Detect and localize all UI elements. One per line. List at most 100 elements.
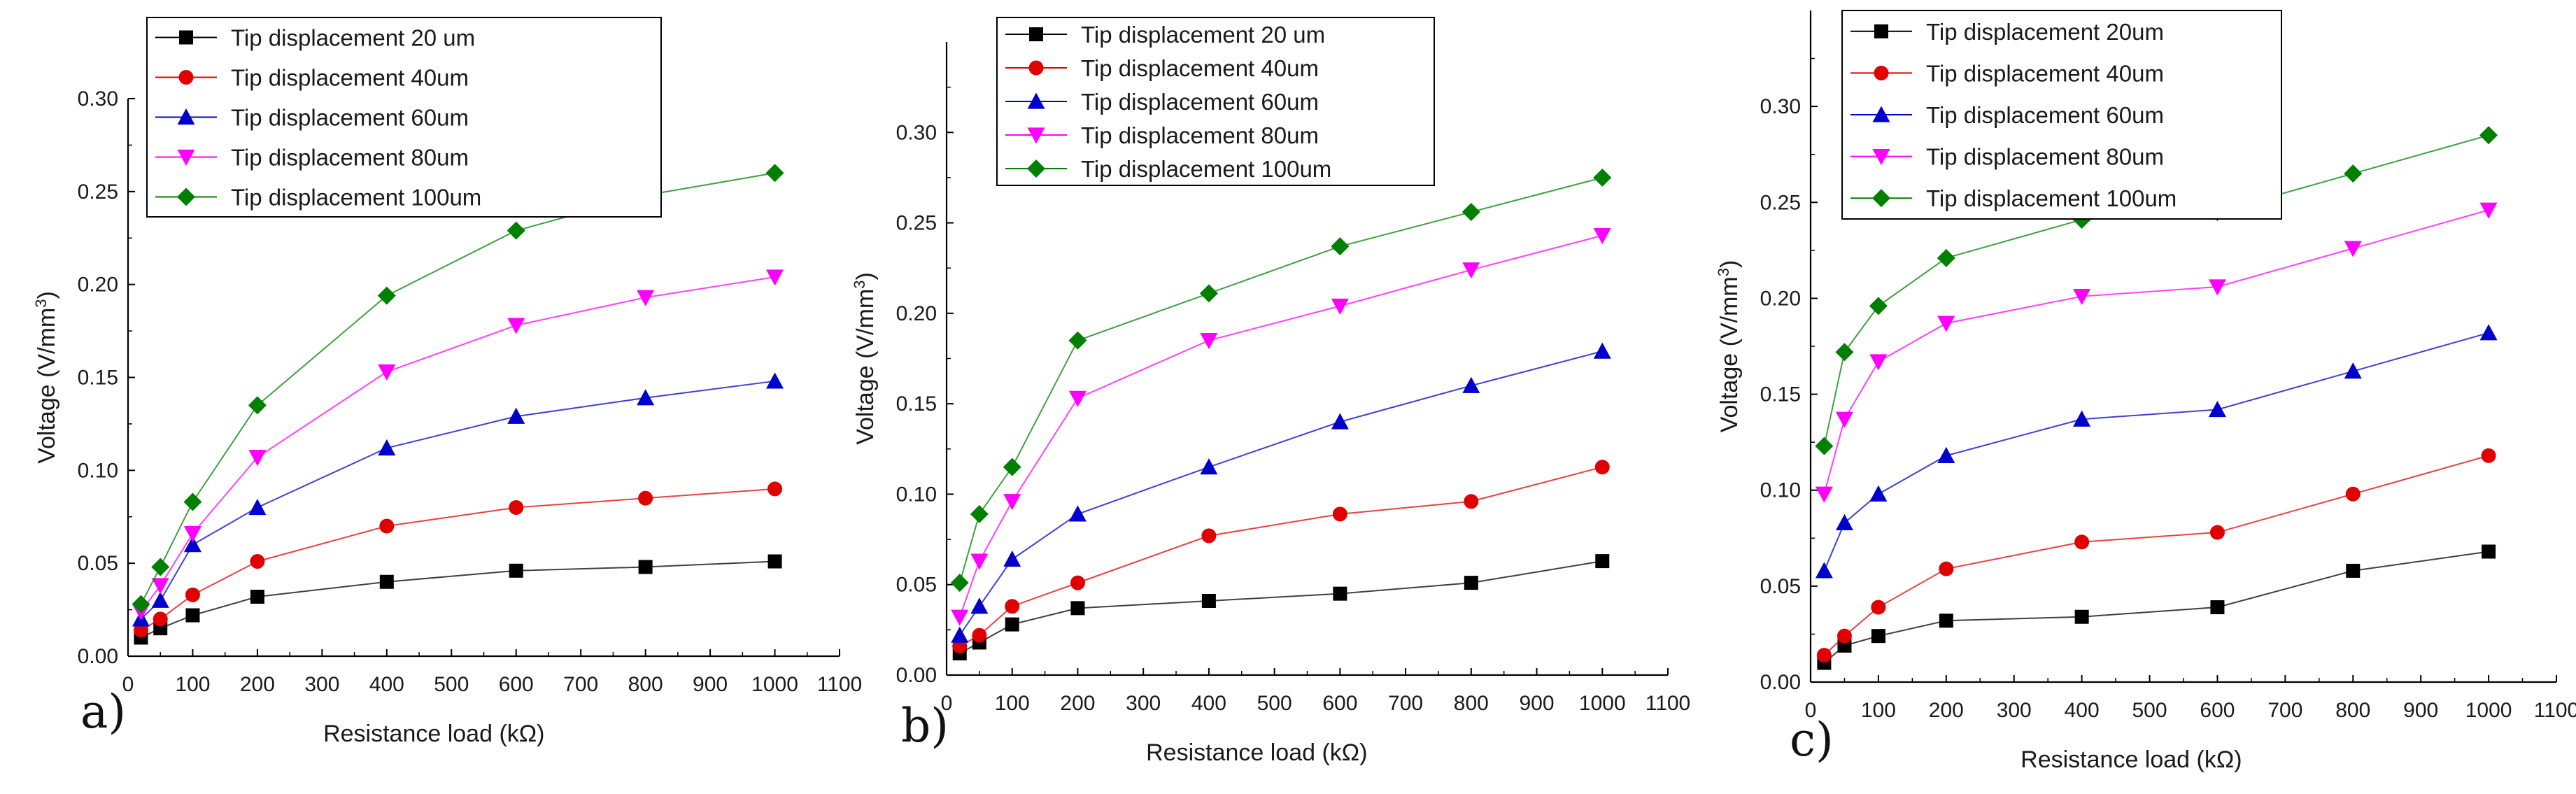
- x-tick-label: 300: [1126, 692, 1161, 715]
- y-tick-label: 0.30: [1760, 95, 1801, 118]
- data-point: [2482, 544, 2496, 559]
- x-tick-label: 300: [1997, 699, 2032, 722]
- legend-entry: Tip displacement 40um: [1081, 55, 1319, 81]
- legend-entry: Tip displacement 40um: [1926, 60, 2164, 86]
- y-axis-label-close: ): [1716, 260, 1743, 268]
- data-point: [1068, 505, 1087, 522]
- y-axis-label-close: ): [852, 272, 879, 280]
- series-line-3: [1823, 332, 2489, 572]
- y-tick-label: 0.25: [896, 212, 937, 235]
- legend-marker: [1028, 60, 1044, 76]
- legend-entry: Tip displacement 60um: [1081, 89, 1319, 115]
- data-point: [1068, 390, 1087, 407]
- legend: Tip displacement 20 um Tip displacement 4…: [146, 17, 662, 218]
- data-point: [2074, 609, 2089, 624]
- data-point: [153, 611, 168, 627]
- data-point: [1594, 460, 1610, 475]
- data-point: [1200, 333, 1218, 350]
- data-point: [1869, 297, 1888, 316]
- data-point: [1331, 413, 1349, 430]
- legend-entry: Tip displacement 20um: [1926, 19, 2164, 45]
- data-point: [248, 450, 267, 467]
- legend-marker: [178, 70, 194, 85]
- data-point: [1815, 562, 1833, 579]
- y-tick-label: 0.05: [1760, 575, 1801, 598]
- legend-entry: Tip displacement 60um: [231, 105, 469, 131]
- data-point: [1937, 248, 1955, 267]
- data-point: [2209, 525, 2225, 540]
- chart-panel-1: 0 100 200 300 400 500 600 700 800 900 1000 1100 0.00…: [32, 17, 862, 747]
- x-tick-label: 400: [369, 673, 404, 696]
- legend-marker: [1027, 159, 1045, 178]
- data-point: [1005, 617, 1019, 632]
- data-point: [767, 481, 783, 497]
- x-tick-label: 1000: [2465, 699, 2512, 722]
- data-point: [379, 574, 394, 589]
- data-point: [185, 587, 200, 602]
- data-point: [1939, 561, 1954, 576]
- data-point: [1869, 354, 1888, 371]
- data-point: [1937, 316, 1955, 332]
- y-tick-label: 0.10: [1760, 479, 1801, 502]
- y-axis-label-close: ): [34, 291, 60, 299]
- legend-entry: Tip displacement 80um: [231, 145, 469, 171]
- legend-entry: Tip displacement 100um: [1926, 185, 2177, 211]
- data-point: [638, 490, 653, 506]
- x-tick-label: 600: [1322, 692, 1357, 715]
- data-point: [1462, 203, 1480, 222]
- x-axis-label: Resistance load (kΩ): [1146, 739, 1367, 766]
- series-line-5: [1823, 134, 2489, 446]
- x-tick-label: 1100: [2534, 699, 2576, 722]
- y-tick-label: 0.05: [78, 552, 118, 575]
- series-line-2: [140, 488, 775, 631]
- data-point: [1593, 342, 1611, 359]
- data-point: [507, 407, 525, 424]
- x-tick-label: 700: [563, 673, 598, 696]
- legend-marker: [1872, 106, 1890, 122]
- data-point: [1003, 494, 1021, 511]
- data-point: [1464, 494, 1479, 509]
- y-tick-label: 0.15: [78, 367, 118, 390]
- data-point: [378, 364, 396, 381]
- y-axis-label-sup: 3: [851, 281, 868, 289]
- data-point: [1869, 485, 1888, 502]
- data-point: [1199, 284, 1218, 303]
- x-tick-label: 100: [175, 673, 210, 696]
- x-tick-label: 200: [240, 673, 275, 696]
- x-tick-label: 600: [2200, 699, 2235, 722]
- data-point: [1835, 411, 1853, 428]
- x-tick-label: 500: [434, 673, 469, 696]
- y-tick-label: 0.15: [1760, 383, 1801, 406]
- data-point: [1871, 629, 1885, 644]
- data-point: [250, 554, 265, 569]
- y-axis-label: Voltage (V/mm3): [1715, 260, 1743, 433]
- legend-box: [146, 17, 662, 218]
- data-point: [2074, 534, 2090, 550]
- data-point: [1003, 458, 1021, 476]
- data-point: [1939, 614, 1953, 628]
- data-point: [1003, 551, 1021, 567]
- series-line-4: [1823, 209, 2489, 495]
- data-point: [766, 372, 784, 389]
- data-point: [1005, 599, 1020, 614]
- data-point: [951, 609, 969, 626]
- data-point: [377, 286, 396, 305]
- data-point: [1837, 628, 1852, 644]
- data-point: [248, 498, 267, 516]
- data-point: [1462, 376, 1480, 393]
- legend: Tip displacement 20um Tip displacement 40…: [1841, 10, 2282, 220]
- x-tick-label: 700: [1388, 692, 1423, 715]
- y-axis-label-main: Voltage (V/mm: [852, 289, 879, 445]
- data-point: [2073, 410, 2091, 427]
- y-axis-label-main: Voltage (V/mm: [1716, 276, 1743, 432]
- legend-marker: [179, 30, 193, 45]
- y-axis-label-sup: 3: [1715, 268, 1732, 276]
- data-point: [1201, 593, 1216, 608]
- data-point: [378, 439, 396, 456]
- x-tick-label: 800: [628, 673, 663, 696]
- y-tick-label: 0.10: [78, 459, 118, 482]
- legend-entry: Tip displacement 20 um: [1081, 22, 1325, 48]
- x-tick-label: 300: [304, 673, 339, 696]
- data-point: [183, 492, 202, 511]
